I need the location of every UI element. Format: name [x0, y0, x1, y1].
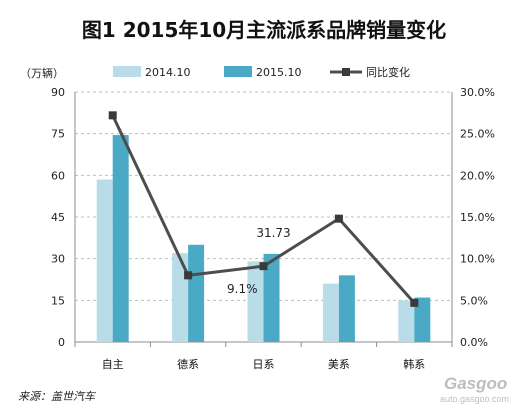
watermark-url: auto.gasgoo.com	[440, 394, 510, 404]
y-axis-unit-label: （万辆）	[20, 66, 64, 80]
bar-2015.10	[414, 297, 431, 342]
y-tick-label: 45	[51, 211, 65, 224]
source-note: 来源：盖世汽车	[18, 390, 95, 403]
y2-tick-label: 25.0%	[460, 128, 495, 141]
line-point	[410, 298, 419, 307]
chart-title: 图1 2015年10月主流派系品牌销量变化	[81, 18, 447, 42]
bar-2014.10	[322, 283, 339, 342]
y-tick-label: 75	[51, 128, 65, 141]
bar-2014.10	[172, 253, 189, 342]
x-tick-label: 韩系	[403, 357, 425, 371]
bar-2015.10	[263, 253, 280, 342]
bar-2015.10	[112, 135, 129, 342]
y2-tick-label: 0.0%	[460, 336, 488, 349]
legend-label: 2015.10	[256, 66, 302, 79]
y-tick-label: 30	[51, 253, 65, 266]
bar-2014.10	[398, 300, 415, 342]
line-point	[334, 214, 343, 223]
y-tick-label: 15	[51, 294, 65, 307]
line-point	[108, 111, 117, 120]
y2-tick-label: 30.0%	[460, 86, 495, 99]
y2-tick-label: 15.0%	[460, 211, 495, 224]
legend-swatch-2015	[224, 66, 252, 77]
bar-2015.10	[338, 275, 355, 342]
x-tick-label: 德系	[177, 357, 199, 371]
x-tick-label: 美系	[328, 358, 350, 371]
bar-2014.10	[96, 179, 113, 342]
bar-2014.10	[247, 261, 264, 342]
watermark-logo: Gasgoo	[444, 374, 508, 393]
line-point	[184, 271, 193, 280]
x-tick-label: 自主	[102, 358, 124, 371]
y-tick-label: 60	[51, 169, 65, 182]
data-label: 9.1%	[227, 282, 258, 296]
x-tick-label: 日系	[253, 358, 275, 371]
y2-tick-label: 10.0%	[460, 253, 495, 266]
legend-label: 2014.10	[145, 66, 191, 79]
line-point	[259, 262, 268, 271]
bar-2015.10	[188, 244, 205, 342]
data-label: 31.73	[256, 226, 290, 240]
y2-tick-label: 20.0%	[460, 169, 495, 182]
y-tick-label: 90	[51, 86, 65, 99]
legend-label: 同比变化	[366, 65, 410, 79]
y-tick-label: 0	[58, 336, 65, 349]
legend-swatch-2014	[113, 66, 141, 77]
y2-tick-label: 5.0%	[460, 294, 488, 307]
legend-line-marker	[342, 68, 350, 76]
